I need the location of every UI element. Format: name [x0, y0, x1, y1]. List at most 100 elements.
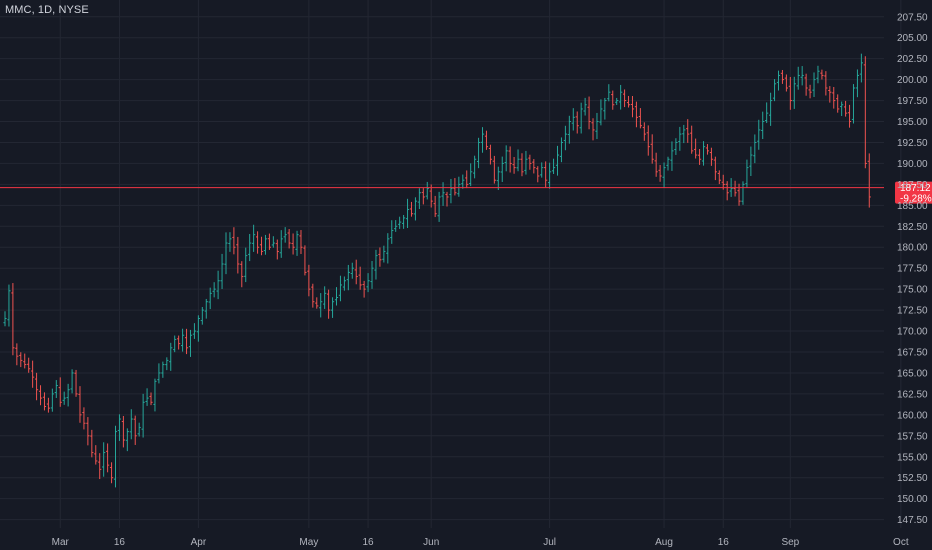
y-tick-label: 170.00	[897, 327, 928, 338]
ohlc-bar	[855, 69, 860, 98]
ohlc-bar	[425, 181, 429, 200]
ohlc-bar	[461, 174, 465, 189]
price-line-layer: 187.12-9.28%	[0, 181, 932, 205]
y-tick-label: 175.00	[897, 285, 928, 296]
ohlc-bar	[812, 72, 816, 98]
x-tick-label: Oct	[893, 537, 909, 548]
ohlc-bar	[615, 97, 619, 105]
ohlc-bar	[330, 297, 335, 318]
ohlc-bar	[307, 264, 311, 297]
y-tick-label: 182.50	[897, 222, 928, 233]
ohlc-bar	[808, 84, 812, 99]
ohlc-bar	[587, 96, 591, 130]
price-axis[interactable]: 147.50 150.00 152.50 155.00 157.50 160.00 162.…	[897, 12, 928, 526]
ohlc-bar	[374, 249, 378, 280]
ohlc-bar	[441, 182, 445, 206]
ohlc-bar	[595, 112, 599, 140]
ohlc-bar	[725, 181, 729, 201]
ohlc-bar	[603, 97, 607, 120]
ohlc-bar	[405, 198, 410, 229]
ohlc-bar	[319, 293, 323, 318]
ohlc-bar	[180, 328, 185, 352]
ohlc-bar	[161, 361, 165, 378]
ohlc-bar	[765, 102, 769, 124]
ohlc-bar	[42, 392, 47, 411]
ohlc-bar	[78, 386, 82, 423]
y-tick-label: 162.50	[897, 389, 928, 400]
ohlc-bar	[354, 259, 358, 285]
ohlc-bar	[54, 380, 58, 398]
ohlc-bar	[630, 96, 635, 118]
ohlc-bar	[98, 453, 102, 480]
ohlc-bar	[678, 126, 682, 151]
ohlc-bar	[449, 178, 453, 204]
ohlc-bar	[192, 323, 197, 339]
ohlc-bar	[295, 230, 299, 256]
ohlc-bar	[327, 289, 331, 319]
ohlc-bar	[220, 253, 224, 289]
ohlc-bar	[34, 372, 39, 401]
ohlc-bar	[528, 154, 532, 170]
ohlc-bar	[524, 150, 528, 175]
ohlc-bar	[188, 329, 193, 357]
ohlc-bar	[283, 227, 287, 243]
y-tick-label: 177.50	[897, 264, 928, 275]
ohlc-bar	[228, 232, 232, 252]
ohlc-bar	[70, 369, 74, 394]
ohlc-bar	[512, 156, 516, 174]
ohlc-bar	[733, 180, 737, 197]
ohlc-bar	[94, 445, 98, 465]
ohlc-bar	[532, 159, 536, 174]
ohlc-bar	[390, 220, 394, 244]
ohlc-bar	[457, 176, 461, 197]
ohlc-bar	[417, 188, 421, 209]
y-tick-label: 150.00	[897, 494, 928, 505]
ohlc-bar	[575, 111, 579, 134]
ohlc-bar	[153, 378, 157, 412]
ohlc-bar	[366, 273, 370, 293]
ohlc-bar	[346, 264, 350, 291]
ohlc-bar	[149, 392, 153, 406]
ohlc-bar	[145, 388, 149, 406]
time-axis[interactable]: Mar16AprMay16JunJulAug16SepOct17NovDec18	[52, 537, 932, 548]
ohlc-bar	[690, 125, 694, 154]
ohlc-bar	[851, 84, 856, 124]
ohlc-bar	[836, 94, 840, 113]
ohlc-bar	[263, 234, 268, 255]
ohlc-bar	[611, 90, 615, 110]
ohlc-bar	[255, 231, 260, 254]
ohlc-bar	[413, 197, 418, 221]
ohlc-bar	[658, 164, 662, 182]
ohlc-bar	[90, 429, 94, 458]
ohlc-bar	[287, 228, 291, 249]
x-tick-label: Mar	[52, 537, 70, 548]
ohlc-bar	[476, 137, 481, 169]
ohlc-bar	[622, 89, 627, 108]
ohlc-bar	[19, 352, 23, 368]
symbol-title: MMC, 1D, NYSE	[5, 4, 89, 16]
ohlc-bar	[177, 335, 181, 350]
ohlc-bar	[23, 353, 27, 369]
ohlc-bar	[792, 76, 796, 109]
y-tick-label: 152.50	[897, 473, 928, 484]
ohlc-bar	[291, 233, 295, 255]
ohlc-bar	[271, 236, 275, 248]
ohlc-bar	[299, 230, 303, 255]
last-price-tag	[895, 181, 932, 204]
ohlc-bar	[484, 130, 489, 150]
ohlc-bar	[796, 66, 800, 90]
ohlc-bar	[338, 275, 343, 302]
ohlc-bar	[753, 134, 757, 164]
ohlc-bar	[500, 156, 504, 182]
ohlc-bar	[840, 101, 844, 117]
x-tick-label: 16	[363, 537, 375, 548]
ohlc-bar	[662, 162, 666, 188]
x-tick-label: 16	[718, 537, 730, 548]
ohlc-bar	[488, 144, 493, 165]
ohlc-bar	[828, 86, 832, 103]
ohlc-bar	[492, 155, 496, 184]
ohlc-bar	[394, 220, 398, 232]
ohlc-bar	[173, 335, 177, 353]
